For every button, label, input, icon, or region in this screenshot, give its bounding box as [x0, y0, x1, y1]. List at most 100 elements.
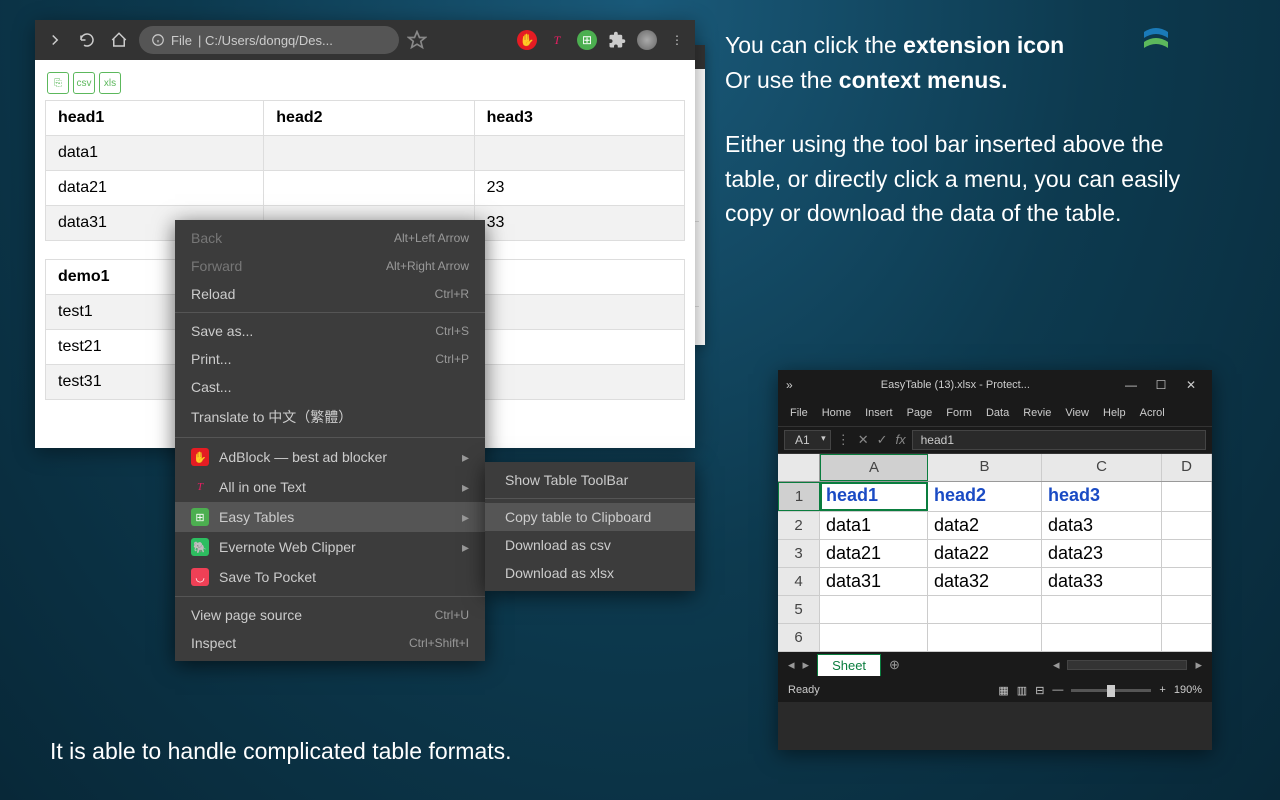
excel-grid[interactable]: A B C D 1 head1 head2 head3 2 data1 data… — [778, 454, 1212, 652]
menu-evernote[interactable]: 🐘Evernote Web Clipper▸ — [175, 532, 485, 562]
xlsx-tool-icon[interactable]: xls — [99, 72, 121, 94]
cell-a2[interactable]: data1 — [820, 512, 928, 539]
csv-tool-icon[interactable]: csv — [73, 72, 95, 94]
cell-b6[interactable] — [928, 624, 1042, 651]
menu-adblock[interactable]: ✋AdBlock — best ad blocker▸ — [175, 442, 485, 472]
column-header-b[interactable]: B — [928, 454, 1042, 481]
cell-d6[interactable] — [1162, 624, 1212, 651]
excel-menu-acrobat[interactable]: Acrol — [1134, 403, 1171, 423]
cell-b4[interactable]: data32 — [928, 568, 1042, 595]
excel-collapse-icon[interactable]: » — [786, 378, 793, 392]
cell-c5[interactable] — [1042, 596, 1162, 623]
formula-input[interactable]: head1 — [912, 430, 1206, 450]
column-header-c[interactable]: C — [1042, 454, 1162, 481]
column-header-d[interactable]: D — [1162, 454, 1212, 481]
zoom-slider[interactable] — [1071, 689, 1151, 692]
url-bar[interactable]: File | C:/Users/dongq/Des... — [139, 26, 399, 54]
cell-d1[interactable] — [1162, 482, 1212, 511]
zoom-in-icon[interactable]: + — [1159, 684, 1165, 696]
extensions-puzzle-icon[interactable] — [607, 30, 627, 50]
view-layout-icon[interactable]: ▥ — [1017, 684, 1027, 697]
submenu-show-toolbar[interactable]: Show Table ToolBar — [485, 466, 695, 494]
view-pagebreak-icon[interactable]: ⊟ — [1035, 684, 1044, 697]
cell-c4[interactable]: data33 — [1042, 568, 1162, 595]
cell-d5[interactable] — [1162, 596, 1212, 623]
cell-b5[interactable] — [928, 596, 1042, 623]
menu-reload[interactable]: ReloadCtrl+R — [175, 280, 485, 308]
excel-menu-home[interactable]: Home — [816, 403, 857, 423]
bookmark-star-icon[interactable] — [407, 30, 427, 50]
menu-translate[interactable]: Translate to 中文（繁體） — [175, 401, 485, 433]
cell-a1[interactable]: head1 — [820, 482, 928, 511]
menu-back[interactable]: BackAlt+Left Arrow — [175, 224, 485, 252]
menu-forward[interactable]: ForwardAlt+Right Arrow — [175, 252, 485, 280]
maximize-button[interactable]: ☐ — [1148, 375, 1174, 395]
menu-inspect[interactable]: InspectCtrl+Shift+I — [175, 629, 485, 657]
formula-confirm-icon[interactable]: ✓ — [877, 432, 888, 448]
text-extension-icon[interactable]: T — [547, 30, 567, 50]
forward-button[interactable] — [43, 28, 67, 52]
menu-easytables[interactable]: ⊞Easy Tables▸ — [175, 502, 485, 532]
submenu-download-xlsx[interactable]: Download as xlsx — [485, 559, 695, 587]
cell-d4[interactable] — [1162, 568, 1212, 595]
menu-cast[interactable]: Cast... — [175, 373, 485, 401]
reload-button[interactable] — [75, 28, 99, 52]
cell-a3[interactable]: data21 — [820, 540, 928, 567]
select-all-corner[interactable] — [778, 454, 820, 481]
close-button[interactable]: ✕ — [1178, 375, 1204, 395]
cell-c6[interactable] — [1042, 624, 1162, 651]
cell-d3[interactable] — [1162, 540, 1212, 567]
easytable-extension-icon[interactable]: ⊞ — [577, 30, 597, 50]
cell-b3[interactable]: data22 — [928, 540, 1042, 567]
excel-menu-insert[interactable]: Insert — [859, 403, 899, 423]
menu-view-source[interactable]: View page sourceCtrl+U — [175, 601, 485, 629]
submenu-copy-clipboard[interactable]: Copy table to Clipboard — [485, 503, 695, 531]
zoom-out-icon[interactable]: — — [1052, 684, 1063, 696]
row-header-1[interactable]: 1 — [778, 482, 820, 511]
row-header-2[interactable]: 2 — [778, 512, 820, 539]
cell-a5[interactable] — [820, 596, 928, 623]
tab-nav-next-icon[interactable]: ▸ — [803, 657, 810, 673]
excel-menu-review[interactable]: Revie — [1017, 403, 1057, 423]
menu-print[interactable]: Print...Ctrl+P — [175, 345, 485, 373]
view-normal-icon[interactable]: ▦ — [998, 684, 1008, 697]
cell-c1[interactable]: head3 — [1042, 482, 1162, 511]
minimize-button[interactable]: — — [1118, 375, 1144, 395]
row-header-6[interactable]: 6 — [778, 624, 820, 651]
cell-b2[interactable]: data2 — [928, 512, 1042, 539]
add-sheet-icon[interactable]: ⊕ — [889, 657, 900, 673]
menu-pocket[interactable]: ◡Save To Pocket — [175, 562, 485, 592]
cell-a4[interactable]: data31 — [820, 568, 928, 595]
row-header-5[interactable]: 5 — [778, 596, 820, 623]
cell-d2[interactable] — [1162, 512, 1212, 539]
excel-menu-file[interactable]: File — [784, 403, 814, 423]
excel-menu-page[interactable]: Page — [901, 403, 939, 423]
menu-allinone[interactable]: TAll in one Text▸ — [175, 472, 485, 502]
formula-fx-icon[interactable]: fx — [896, 432, 906, 448]
cell-a6[interactable] — [820, 624, 928, 651]
browser-menu-icon[interactable]: ⋮ — [667, 30, 687, 50]
row-header-3[interactable]: 3 — [778, 540, 820, 567]
submenu-download-csv[interactable]: Download as csv — [485, 531, 695, 559]
horizontal-scrollbar[interactable] — [1067, 660, 1187, 670]
cell-reference-box[interactable]: A1 — [784, 430, 831, 450]
profile-avatar-icon[interactable] — [637, 30, 657, 50]
excel-menu-help[interactable]: Help — [1097, 403, 1132, 423]
sheet-tab[interactable]: Sheet — [817, 654, 881, 676]
scrollbar-left-icon[interactable]: ◂ — [1053, 657, 1060, 673]
home-button[interactable] — [107, 28, 131, 52]
cell-c2[interactable]: data3 — [1042, 512, 1162, 539]
excel-menu-view[interactable]: View — [1059, 403, 1095, 423]
adblock-extension-icon[interactable]: ✋ — [517, 30, 537, 50]
cell-c3[interactable]: data23 — [1042, 540, 1162, 567]
excel-menu-formulas[interactable]: Form — [940, 403, 978, 423]
row-header-4[interactable]: 4 — [778, 568, 820, 595]
formula-cancel-icon[interactable]: ✕ — [858, 432, 869, 448]
copy-tool-icon[interactable]: ⎘ — [47, 72, 69, 94]
excel-menu-data[interactable]: Data — [980, 403, 1015, 423]
cell-b1[interactable]: head2 — [928, 482, 1042, 511]
zoom-level[interactable]: 190% — [1174, 684, 1202, 696]
scrollbar-right-icon[interactable]: ▸ — [1195, 657, 1202, 673]
column-header-a[interactable]: A — [820, 454, 928, 481]
tab-nav-prev-icon[interactable]: ◂ — [788, 657, 795, 673]
